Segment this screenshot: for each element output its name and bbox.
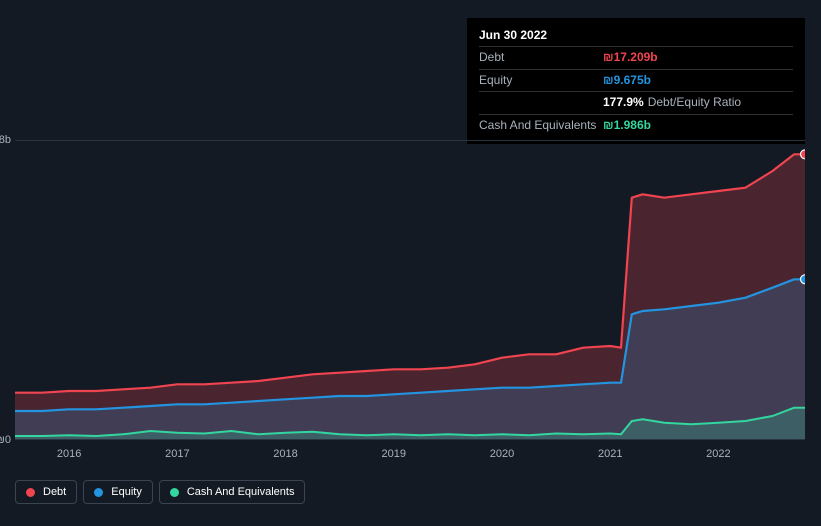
x-axis-tick-label: 2016	[57, 448, 81, 460]
series-end-marker	[801, 150, 806, 159]
tooltip-row-value: ₪9.675b	[603, 73, 651, 89]
tooltip-date: Jun 30 2022	[479, 24, 793, 46]
x-axis-tick-label: 2022	[706, 448, 730, 460]
x-axis-tick-label: 2018	[273, 448, 297, 460]
tooltip-row-label: Equity	[479, 73, 603, 89]
series-end-marker	[801, 275, 806, 284]
legend-label: Equity	[111, 486, 142, 498]
tooltip-row: Debt₪17.209b	[479, 46, 793, 69]
legend-dot-icon	[94, 488, 103, 497]
tooltip-row: Equity₪9.675b	[479, 69, 793, 92]
y-axis-max-label: ₪18b	[0, 134, 11, 146]
legend-label: Cash And Equivalents	[187, 486, 295, 498]
tooltip-row: 177.9%Debt/Equity Ratio	[479, 91, 793, 114]
legend-dot-icon	[170, 488, 179, 497]
x-axis-tick-label: 2017	[165, 448, 189, 460]
tooltip-row-label	[479, 95, 603, 111]
tooltip-row-value: ₪1.986b	[603, 118, 651, 134]
legend-item-equity[interactable]: Equity	[83, 480, 153, 504]
tooltip-row-label: Cash And Equivalents	[479, 118, 603, 134]
legend-item-debt[interactable]: Debt	[15, 480, 77, 504]
x-axis-tick-label: 2019	[382, 448, 406, 460]
legend-label: Debt	[43, 486, 66, 498]
debt-equity-chart: ₪18b ₪0	[15, 140, 805, 440]
chart-tooltip: Jun 30 2022 Debt₪17.209bEquity₪9.675b177…	[467, 18, 805, 144]
legend-dot-icon	[26, 488, 35, 497]
chart-legend: Debt Equity Cash And Equivalents	[15, 480, 305, 504]
y-axis-min-label: ₪0	[0, 434, 11, 446]
chart-plot	[15, 140, 805, 440]
tooltip-row-extra: Debt/Equity Ratio	[648, 95, 741, 111]
tooltip-row: Cash And Equivalents₪1.986b	[479, 114, 793, 137]
legend-item-cash-and-equivalents[interactable]: Cash And Equivalents	[159, 480, 306, 504]
x-axis-tick-label: 2021	[598, 448, 622, 460]
x-axis-tick-label: 2020	[490, 448, 514, 460]
tooltip-row-label: Debt	[479, 50, 603, 66]
tooltip-row-value: 177.9%	[603, 95, 644, 111]
tooltip-row-value: ₪17.209b	[603, 50, 658, 66]
